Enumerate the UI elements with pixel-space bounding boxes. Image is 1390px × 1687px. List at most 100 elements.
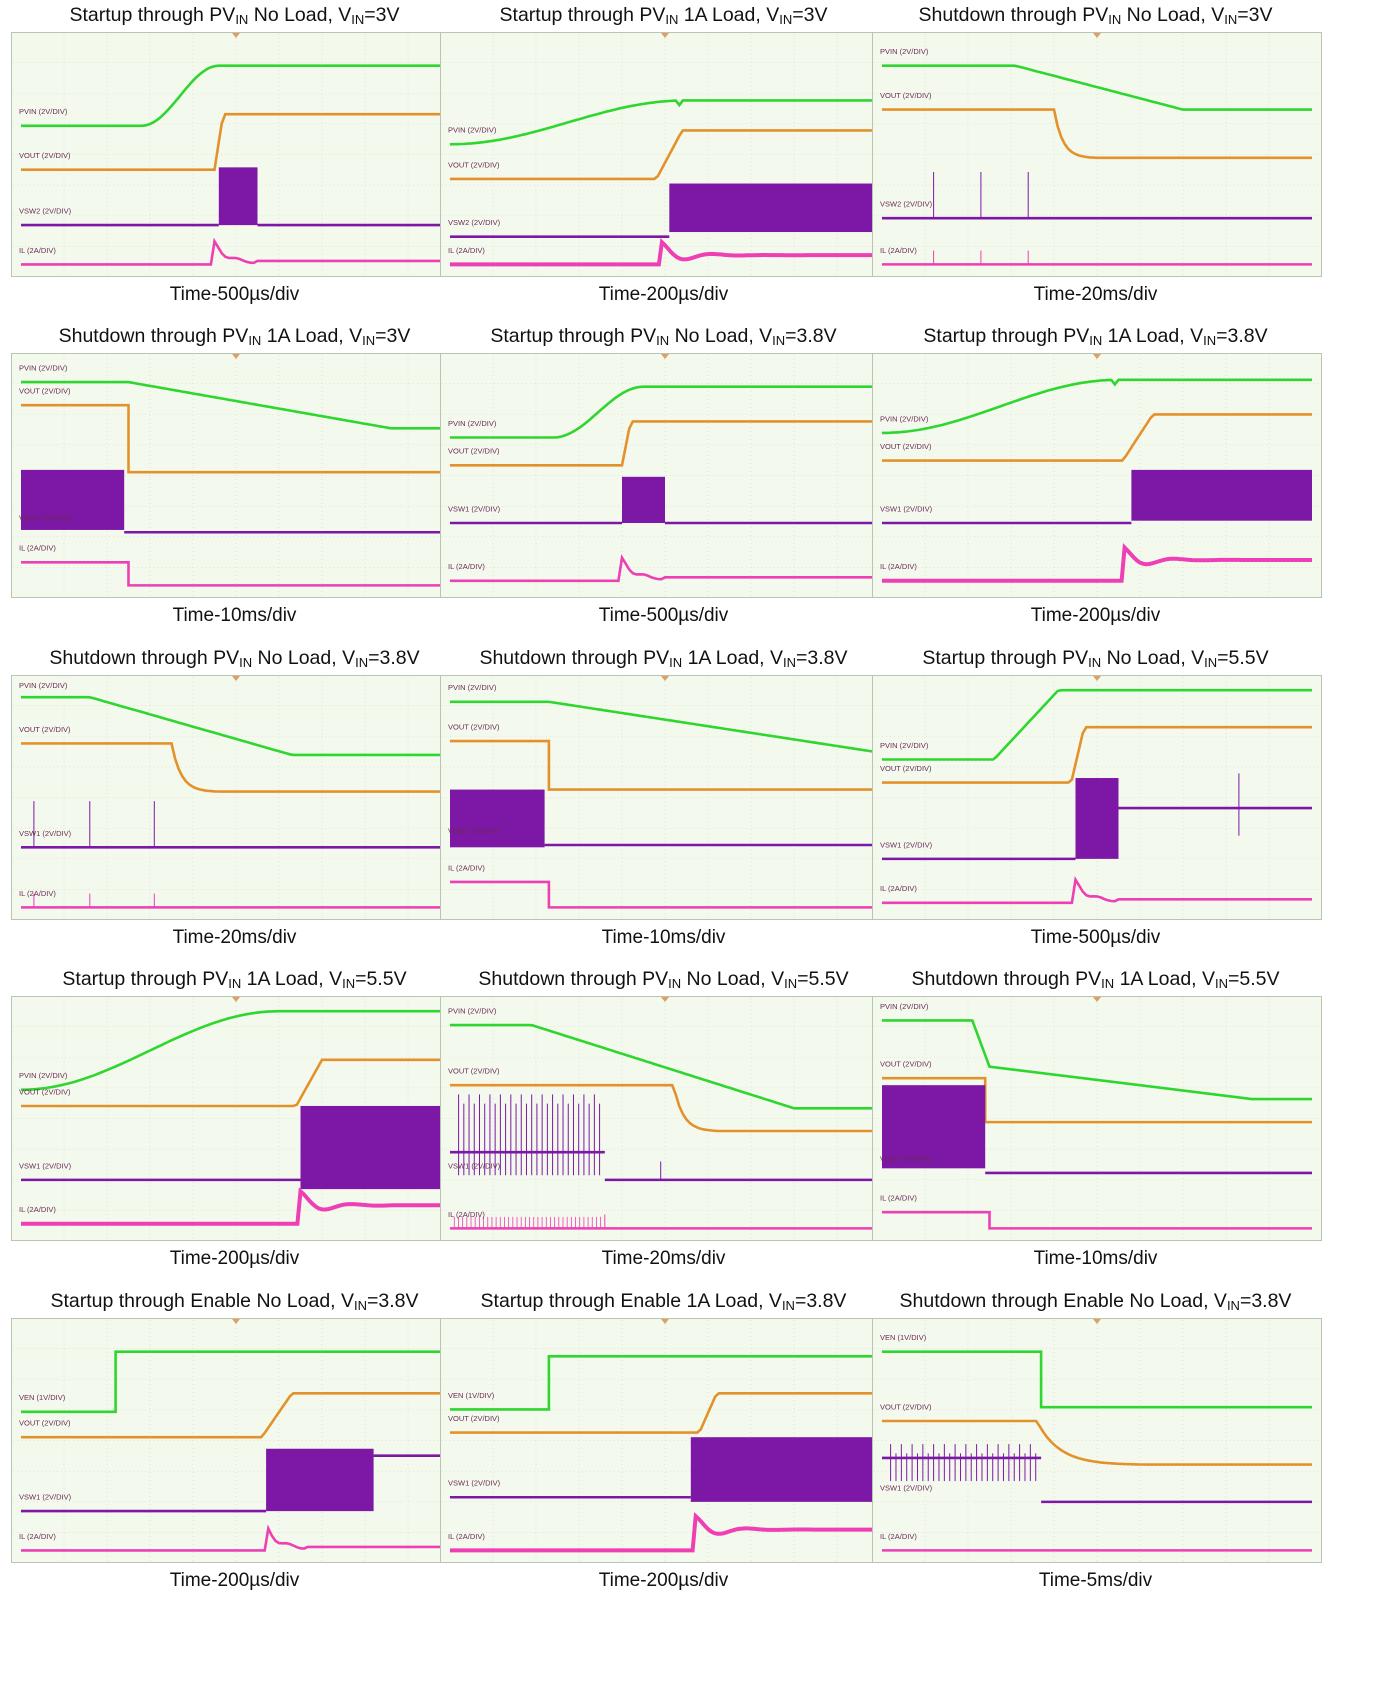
- panel-time-scale: Time-20ms/div: [601, 1248, 726, 1269]
- panel-title: Startup through PVIN No Load, VIN=3V: [3, 4, 466, 27]
- trace-pvin: [882, 64, 1312, 111]
- panel-title-part: IN: [669, 655, 683, 670]
- panel-title-part: 1A Load, V: [682, 647, 784, 669]
- trace-vout: [450, 129, 880, 181]
- trace-label: VSW2 (2V/DIV): [880, 200, 933, 209]
- scope-panel: Shutdown through PVIN No Load, VIN=3V PVI…: [864, 0, 1327, 345]
- trace-label: VOUT (2V/DIV): [19, 1087, 71, 1096]
- trace-label: VSW2 (2V/DIV): [19, 207, 72, 216]
- panel-title-part: IN: [779, 12, 793, 27]
- trace-label: PVIN (2V/DIV): [880, 1002, 929, 1011]
- trace-label: IL (2A/DIV): [880, 246, 917, 255]
- scope-panel: Startup through Enable No Load, VIN=3.8V…: [3, 1286, 466, 1631]
- trace-ven: [450, 1355, 880, 1411]
- panel-title-part: IN: [1088, 655, 1102, 670]
- oscilloscope-screen: PVIN (2V/DIV) VOUT (2V/DIV) VSW1 (2V/DIV) I…: [872, 353, 1322, 598]
- panel-title-part: Startup through PV: [922, 647, 1089, 669]
- panel-title-part: No Load, V: [1121, 4, 1225, 26]
- panel-title-part: IN: [665, 12, 679, 27]
- panel-title-part: No Load, V: [681, 968, 785, 990]
- trace-vout: [21, 112, 451, 171]
- panel-title-part: IN: [781, 1298, 795, 1313]
- panel-title-part: Startup through PV: [923, 325, 1090, 347]
- trace-pvin: [450, 385, 880, 439]
- panel-title-part: =3.8V: [367, 1290, 419, 1312]
- panel-title-part: No Load, V: [252, 647, 356, 669]
- trace-label: PVIN (2V/DIV): [19, 1071, 68, 1080]
- scope-panel: Startup through PVIN 1A Load, VIN=5.5V PV…: [3, 964, 466, 1309]
- panel-title-part: IN: [1215, 976, 1229, 991]
- trace-label: PVIN (2V/DIV): [448, 419, 497, 428]
- panel-title: Shutdown through Enable No Load, VIN=3.8…: [864, 1290, 1327, 1313]
- panel-time-scale: Time-500µs/div: [169, 284, 300, 305]
- trace-label: VEN (1V/DIV): [880, 1333, 927, 1342]
- oscilloscope-screen: PVIN (2V/DIV) VOUT (2V/DIV) VSW1 (2V/DIV) I…: [440, 996, 890, 1241]
- oscilloscope-screen: VEN (1V/DIV) VOUT (2V/DIV) VSW1 (2V/DIV) IL…: [872, 1318, 1322, 1563]
- trace-vsw1: [450, 789, 880, 848]
- trace-label: VSW1 (2V/DIV): [448, 1161, 501, 1170]
- trace-label: IL (2A/DIV): [880, 1194, 917, 1203]
- trace-label: VSW1 (2V/DIV): [880, 1483, 933, 1492]
- panel-title-part: Shutdown through Enable No Load, V: [899, 1290, 1227, 1312]
- trace-vout: [21, 742, 451, 793]
- oscilloscope-screen: PVIN (2V/DIV) VOUT (2V/DIV) VSW1 (2V/DIV) I…: [440, 675, 890, 920]
- panel-time-scale: Time-200µs/div: [598, 284, 729, 305]
- panel-title-part: No Load, V: [1101, 647, 1205, 669]
- trace-label: VSW1 (2V/DIV): [448, 1479, 501, 1488]
- trace-vsw2: [450, 183, 880, 238]
- panel-title-part: IN: [772, 333, 786, 348]
- panel-time-scale: Time-200µs/div: [598, 1570, 729, 1591]
- oscilloscope-screen: PVIN (2V/DIV) VOUT (2V/DIV) VSW1 (2V/DIV) I…: [872, 675, 1322, 920]
- panel-title-part: Startup through PV: [62, 968, 229, 990]
- panel-title-part: =3.8V: [1239, 1290, 1292, 1312]
- trace-label: VOUT (2V/DIV): [448, 1414, 500, 1423]
- trace-pvin: [882, 1019, 1312, 1101]
- trace-vout: [882, 108, 1312, 160]
- trace-label: VSW1 (2V/DIV): [19, 1161, 72, 1170]
- oscilloscope-screen: PVIN (2V/DIV) VOUT (2V/DIV) VSW2 (2V/DIV) I…: [440, 32, 890, 277]
- panel-title-part: Startup through PV: [499, 4, 666, 26]
- panel-title: Shutdown through PVIN No Load, VIN=3V: [864, 4, 1327, 27]
- trace-label: VSW1 (2V/DIV): [448, 826, 501, 835]
- panel-title-part: IN: [239, 655, 253, 670]
- trace-label: VOUT (2V/DIV): [19, 387, 71, 396]
- panel-title: Startup through Enable 1A Load, VIN=3.8V: [432, 1290, 895, 1313]
- scope-panel: Startup through PVIN 1A Load, VIN=3V PVIN…: [432, 0, 895, 345]
- trace-label: PVIN (2V/DIV): [19, 364, 68, 373]
- panel-title: Startup through PVIN 1A Load, VIN=3.8V: [864, 325, 1327, 348]
- panel-time-scale: Time-200µs/div: [169, 1570, 300, 1591]
- trace-label: VSW1 (2V/DIV): [880, 504, 933, 513]
- panel-title-part: No Load, V: [248, 4, 352, 26]
- trace-label: IL (2A/DIV): [448, 562, 485, 571]
- trace-label: VSW1 (2V/DIV): [880, 1154, 933, 1163]
- panel-title-part: IN: [354, 1298, 368, 1313]
- trace-label: VSW1 (2V/DIV): [448, 504, 501, 513]
- panel-title-part: Startup through PV: [69, 4, 236, 26]
- trace-label: VOUT (2V/DIV): [448, 160, 500, 169]
- trace-vsw1: [882, 773, 1312, 861]
- trace-vout: [450, 420, 880, 467]
- panel-time-scale: Time-10ms/div: [1033, 1248, 1158, 1269]
- trace-label: VOUT (2V/DIV): [448, 1067, 500, 1076]
- scope-panel: Shutdown through Enable No Load, VIN=3.8…: [864, 1286, 1327, 1631]
- panel-time-scale: Time-5ms/div: [1038, 1570, 1153, 1591]
- panel-title-part: Shutdown through PV: [478, 968, 669, 990]
- trace-il: [450, 1512, 880, 1553]
- panel-title-part: =3.8V: [1216, 325, 1268, 347]
- trace-label: IL (2A/DIV): [19, 544, 56, 553]
- trace-pvin: [882, 688, 1312, 761]
- panel-title: Startup through PVIN No Load, VIN=3.8V: [432, 325, 895, 348]
- panel-title-part: IN: [656, 333, 670, 348]
- panel-time-scale: Time-500µs/div: [598, 605, 729, 626]
- oscilloscope-screen: PVIN (2V/DIV) VOUT (2V/DIV) VSW1 (2V/DIV) I…: [11, 675, 461, 920]
- panel-title-part: IN: [1224, 12, 1238, 27]
- panel-title: Shutdown through PVIN 1A Load, VIN=5.5V: [864, 968, 1327, 991]
- oscilloscope-screen: VEN (1V/DIV) VOUT (2V/DIV) VSW1 (2V/DIV) IL…: [11, 1318, 461, 1563]
- panel-title-part: IN: [1101, 976, 1115, 991]
- panel-title-part: Shutdown through PV: [911, 968, 1102, 990]
- panel-title: Startup through PVIN 1A Load, VIN=5.5V: [3, 968, 466, 991]
- trace-vout: [882, 1076, 1312, 1124]
- trace-vout: [21, 403, 451, 474]
- trace-label: VSW1 (2V/DIV): [19, 1493, 72, 1502]
- panel-title-part: IN: [235, 12, 249, 27]
